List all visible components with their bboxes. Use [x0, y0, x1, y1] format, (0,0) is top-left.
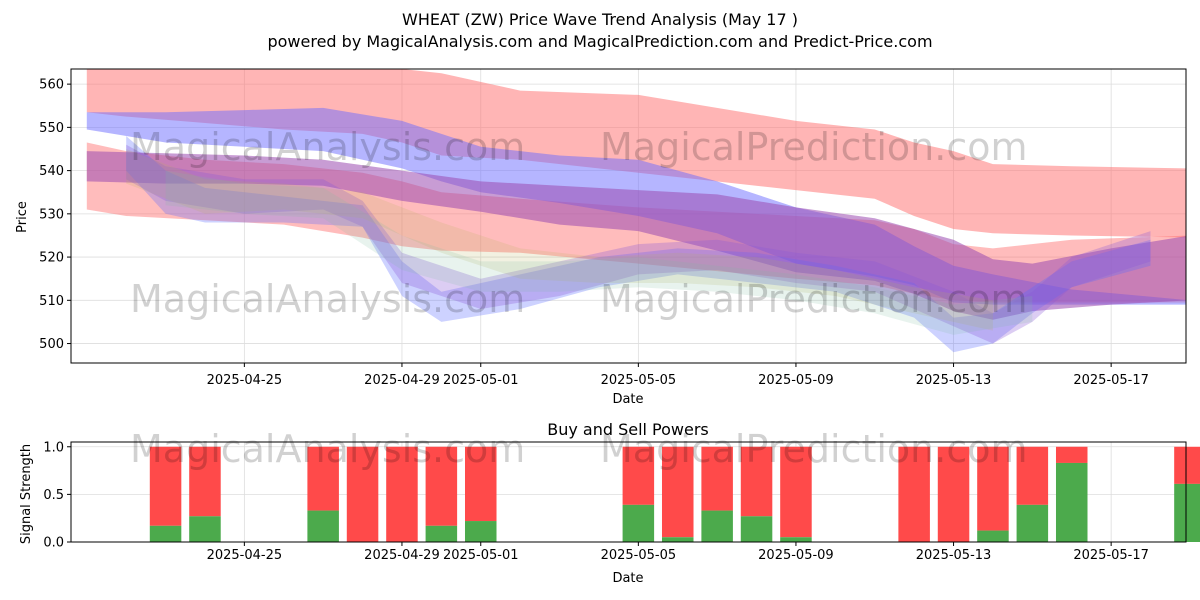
sell-bar — [1055, 446, 1088, 463]
watermark: MagicalAnalysis.com — [130, 427, 525, 471]
watermark: MagicalPrediction.com — [600, 125, 1028, 169]
sell-bar — [661, 446, 694, 538]
price-y-tick-label: 560 — [39, 78, 64, 93]
price-y-tick-label: 510 — [39, 294, 64, 309]
signal-x-tick-label: 2025-05-01 — [443, 548, 519, 563]
buy-bar — [780, 537, 812, 542]
signal-watermarks: MagicalAnalysis.com MagicalPrediction.co… — [130, 427, 1028, 471]
price-x-tick-label: 2025-05-01 — [443, 373, 519, 388]
price-y-tick-label: 520 — [39, 251, 64, 266]
band-wave-green-4 — [165, 170, 1033, 335]
watermark: MagicalPrediction.com — [600, 277, 1028, 321]
price-x-tick-label: 2025-04-25 — [207, 373, 283, 388]
signal-title: Buy and Sell Powers — [547, 420, 709, 439]
sell-bar — [1016, 446, 1049, 505]
band-purple-mid — [86, 151, 1186, 320]
buy-bar — [1016, 504, 1049, 542]
buy-bar — [701, 510, 733, 542]
buy-bar — [425, 525, 458, 542]
sell-bar — [701, 446, 733, 511]
signal-x-tick-label: 2025-05-13 — [916, 548, 992, 563]
buy-bar — [661, 537, 694, 542]
sell-bar — [1174, 446, 1200, 484]
chart-title: WHEAT (ZW) Price Wave Trend Analysis (Ma… — [402, 10, 798, 29]
sell-bar — [740, 446, 773, 517]
buy-bar — [149, 525, 182, 542]
buy-bar — [977, 530, 1009, 542]
buy-bar — [622, 504, 655, 542]
sell-bar — [346, 446, 379, 542]
buy-bar — [307, 510, 339, 542]
price-x-ticks: 2025-04-25 2025-04-29 2025-05-01 2025-05-05… — [207, 363, 1149, 388]
signal-plot-frame — [70, 441, 1187, 543]
signal-x-tick-label: 2025-04-25 — [207, 548, 283, 563]
price-x-tick-label: 2025-04-29 — [364, 373, 440, 388]
price-y-tick-label: 500 — [39, 337, 64, 352]
buy-bar — [1174, 483, 1200, 542]
watermark: MagicalPrediction.com — [600, 427, 1028, 471]
sell-bar — [898, 446, 930, 542]
sell-bar — [622, 446, 655, 505]
price-y-tick-label: 540 — [39, 164, 64, 179]
price-x-tick-label: 2025-05-09 — [758, 373, 834, 388]
signal-y-tick-label: 0.5 — [43, 488, 64, 503]
sell-bar — [977, 446, 1009, 531]
watermark: MagicalAnalysis.com — [130, 125, 525, 169]
signal-y-ticks: 0.0 0.5 1.0 — [43, 440, 71, 551]
signal-bars — [149, 446, 1200, 542]
band-wave-blue-1 — [126, 136, 1151, 353]
chart-subtitle: powered by MagicalAnalysis.com and Magic… — [267, 32, 932, 51]
price-bands — [86, 69, 1186, 353]
price-x-tick-label: 2025-05-05 — [601, 373, 677, 388]
buy-bar — [740, 516, 773, 542]
buy-bar — [1055, 462, 1088, 542]
band-wave-purple-2 — [126, 144, 1151, 344]
price-y-tick-label: 530 — [39, 207, 64, 222]
signal-x-ticks: 2025-04-25 2025-04-29 2025-05-01 2025-05-05… — [207, 542, 1149, 563]
band-red-upper — [86, 69, 1186, 238]
price-plot-frame — [70, 68, 1187, 364]
sell-bar — [386, 446, 418, 542]
watermark: MagicalAnalysis.com — [130, 277, 525, 321]
price-y-tick-label: 550 — [39, 121, 64, 136]
price-x-tick-label: 2025-05-13 — [916, 373, 992, 388]
sell-bar — [149, 446, 182, 526]
sell-bar — [307, 446, 339, 511]
sell-bar — [189, 446, 221, 517]
signal-y-tick-label: 1.0 — [43, 440, 64, 455]
sell-bar — [937, 446, 970, 542]
signal-x-tick-label: 2025-05-05 — [601, 548, 677, 563]
sell-bar — [780, 446, 812, 538]
price-watermarks: MagicalAnalysis.com MagicalPrediction.co… — [130, 125, 1028, 321]
sell-bar — [425, 446, 458, 526]
signal-x-tick-label: 2025-04-29 — [364, 548, 440, 563]
signal-y-tick-label: 0.0 — [43, 536, 64, 551]
signal-x-label: Date — [612, 571, 643, 586]
signal-x-tick-label: 2025-05-17 — [1073, 548, 1149, 563]
band-wave-olive-3 — [126, 149, 993, 331]
price-y-label: Price — [15, 201, 30, 233]
price-x-label: Date — [612, 392, 643, 407]
price-x-tick-label: 2025-05-17 — [1073, 373, 1149, 388]
buy-bar — [189, 516, 221, 542]
price-y-ticks: 500 510 520 530 540 550 560 — [39, 78, 71, 352]
sell-bar — [464, 446, 497, 522]
buy-bar — [464, 521, 497, 542]
signal-x-tick-label: 2025-05-09 — [758, 548, 834, 563]
signal-y-label: Signal Strength — [19, 444, 34, 544]
